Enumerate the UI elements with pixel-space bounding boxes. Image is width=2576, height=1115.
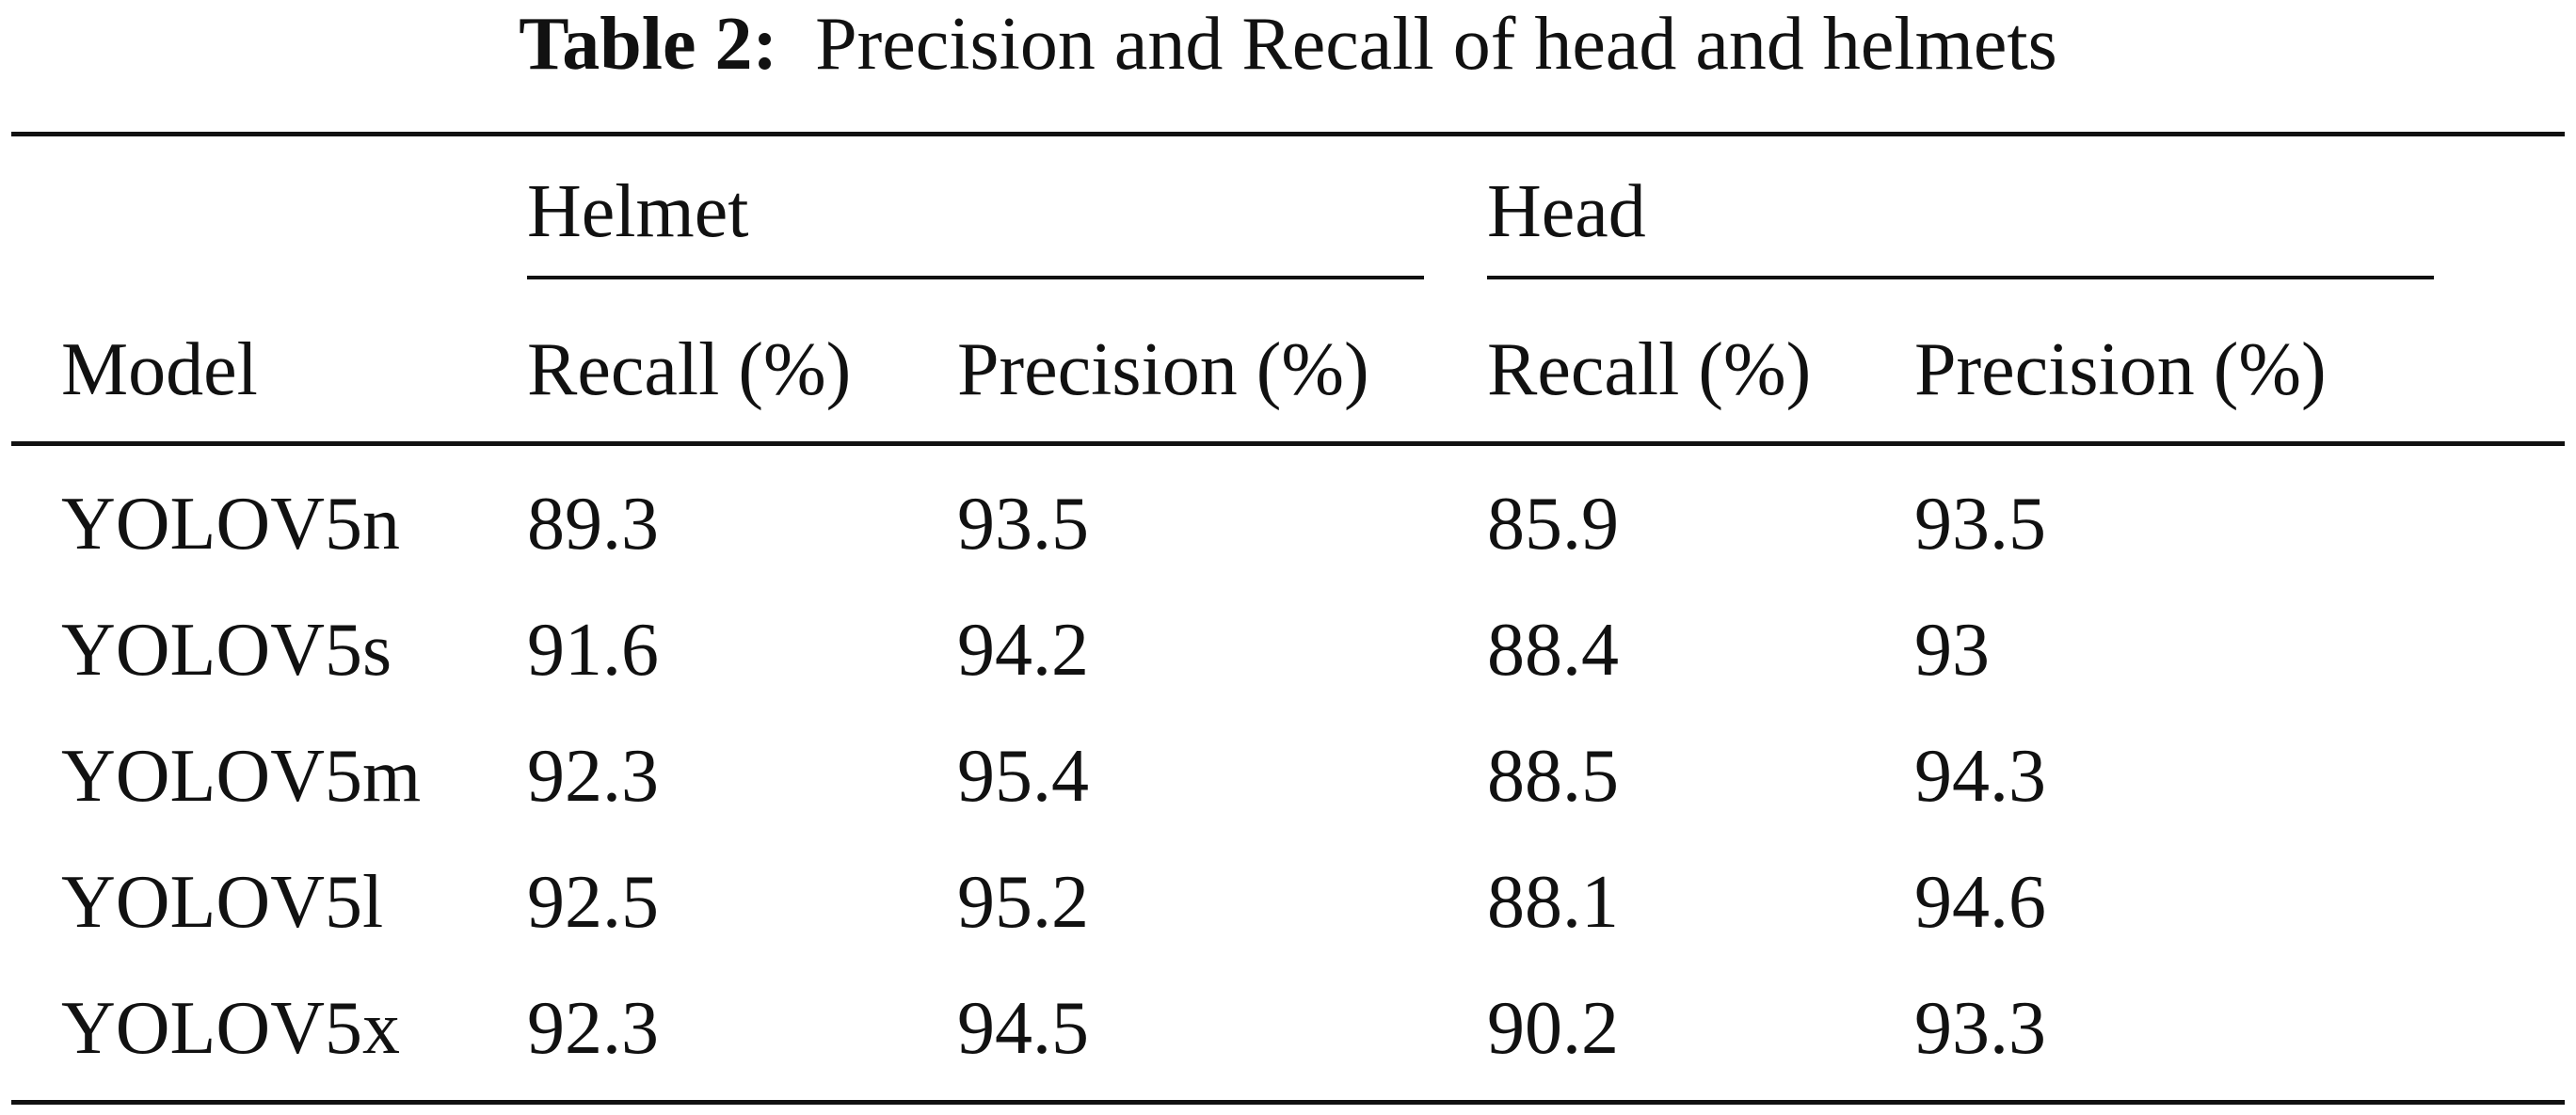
- column-header-helmet-recall: Recall (%): [527, 328, 852, 411]
- table-cell: 93: [1914, 609, 1990, 692]
- column-header-helmet-precision: Precision (%): [957, 328, 1369, 411]
- table-cell: 88.1: [1487, 861, 1619, 944]
- head-group-rule: [1487, 276, 2434, 279]
- table-cell-model: YOLOV5n: [61, 483, 400, 565]
- table-cell: 85.9: [1487, 483, 1619, 565]
- helmet-group-rule: [527, 276, 1424, 279]
- table-cell: 94.6: [1914, 861, 2046, 944]
- table-cell: 91.6: [527, 609, 659, 692]
- caption-label: Table 2:: [519, 3, 778, 86]
- caption-text: Precision and Recall of head and helmets: [815, 3, 2057, 86]
- group-header-head: Head: [1487, 170, 1646, 253]
- table-cell-model: YOLOV5m: [61, 735, 422, 818]
- column-header-head-recall: Recall (%): [1487, 328, 1812, 411]
- group-header-helmet: Helmet: [527, 170, 749, 253]
- table-caption: Table 2: Precision and Recall of head an…: [0, 0, 2576, 94]
- table-cell-model: YOLOV5l: [61, 861, 384, 944]
- column-header-model: Model: [61, 328, 258, 411]
- table-cell: 92.3: [527, 987, 659, 1070]
- table-cell: 92.5: [527, 861, 659, 944]
- table-cell: 95.2: [957, 861, 1089, 944]
- table-header-rule: [11, 441, 2565, 446]
- table-bottom-rule: [11, 1100, 2565, 1105]
- table-cell: 94.3: [1914, 735, 2046, 818]
- table-cell-model: YOLOV5s: [61, 609, 392, 692]
- table-cell: 88.5: [1487, 735, 1619, 818]
- table-cell: 93.5: [1914, 483, 2046, 565]
- table-cell: 94.5: [957, 987, 1089, 1070]
- table-cell: 93.5: [957, 483, 1089, 565]
- table-cell: 89.3: [527, 483, 659, 565]
- table-cell-model: YOLOV5x: [61, 987, 400, 1070]
- table-top-rule: [11, 132, 2565, 136]
- table-cell: 95.4: [957, 735, 1089, 818]
- table-cell: 88.4: [1487, 609, 1619, 692]
- table-cell: 93.3: [1914, 987, 2046, 1070]
- table-cell: 92.3: [527, 735, 659, 818]
- table-cell: 90.2: [1487, 987, 1619, 1070]
- column-header-head-precision: Precision (%): [1914, 328, 2327, 411]
- table-cell: 94.2: [957, 609, 1089, 692]
